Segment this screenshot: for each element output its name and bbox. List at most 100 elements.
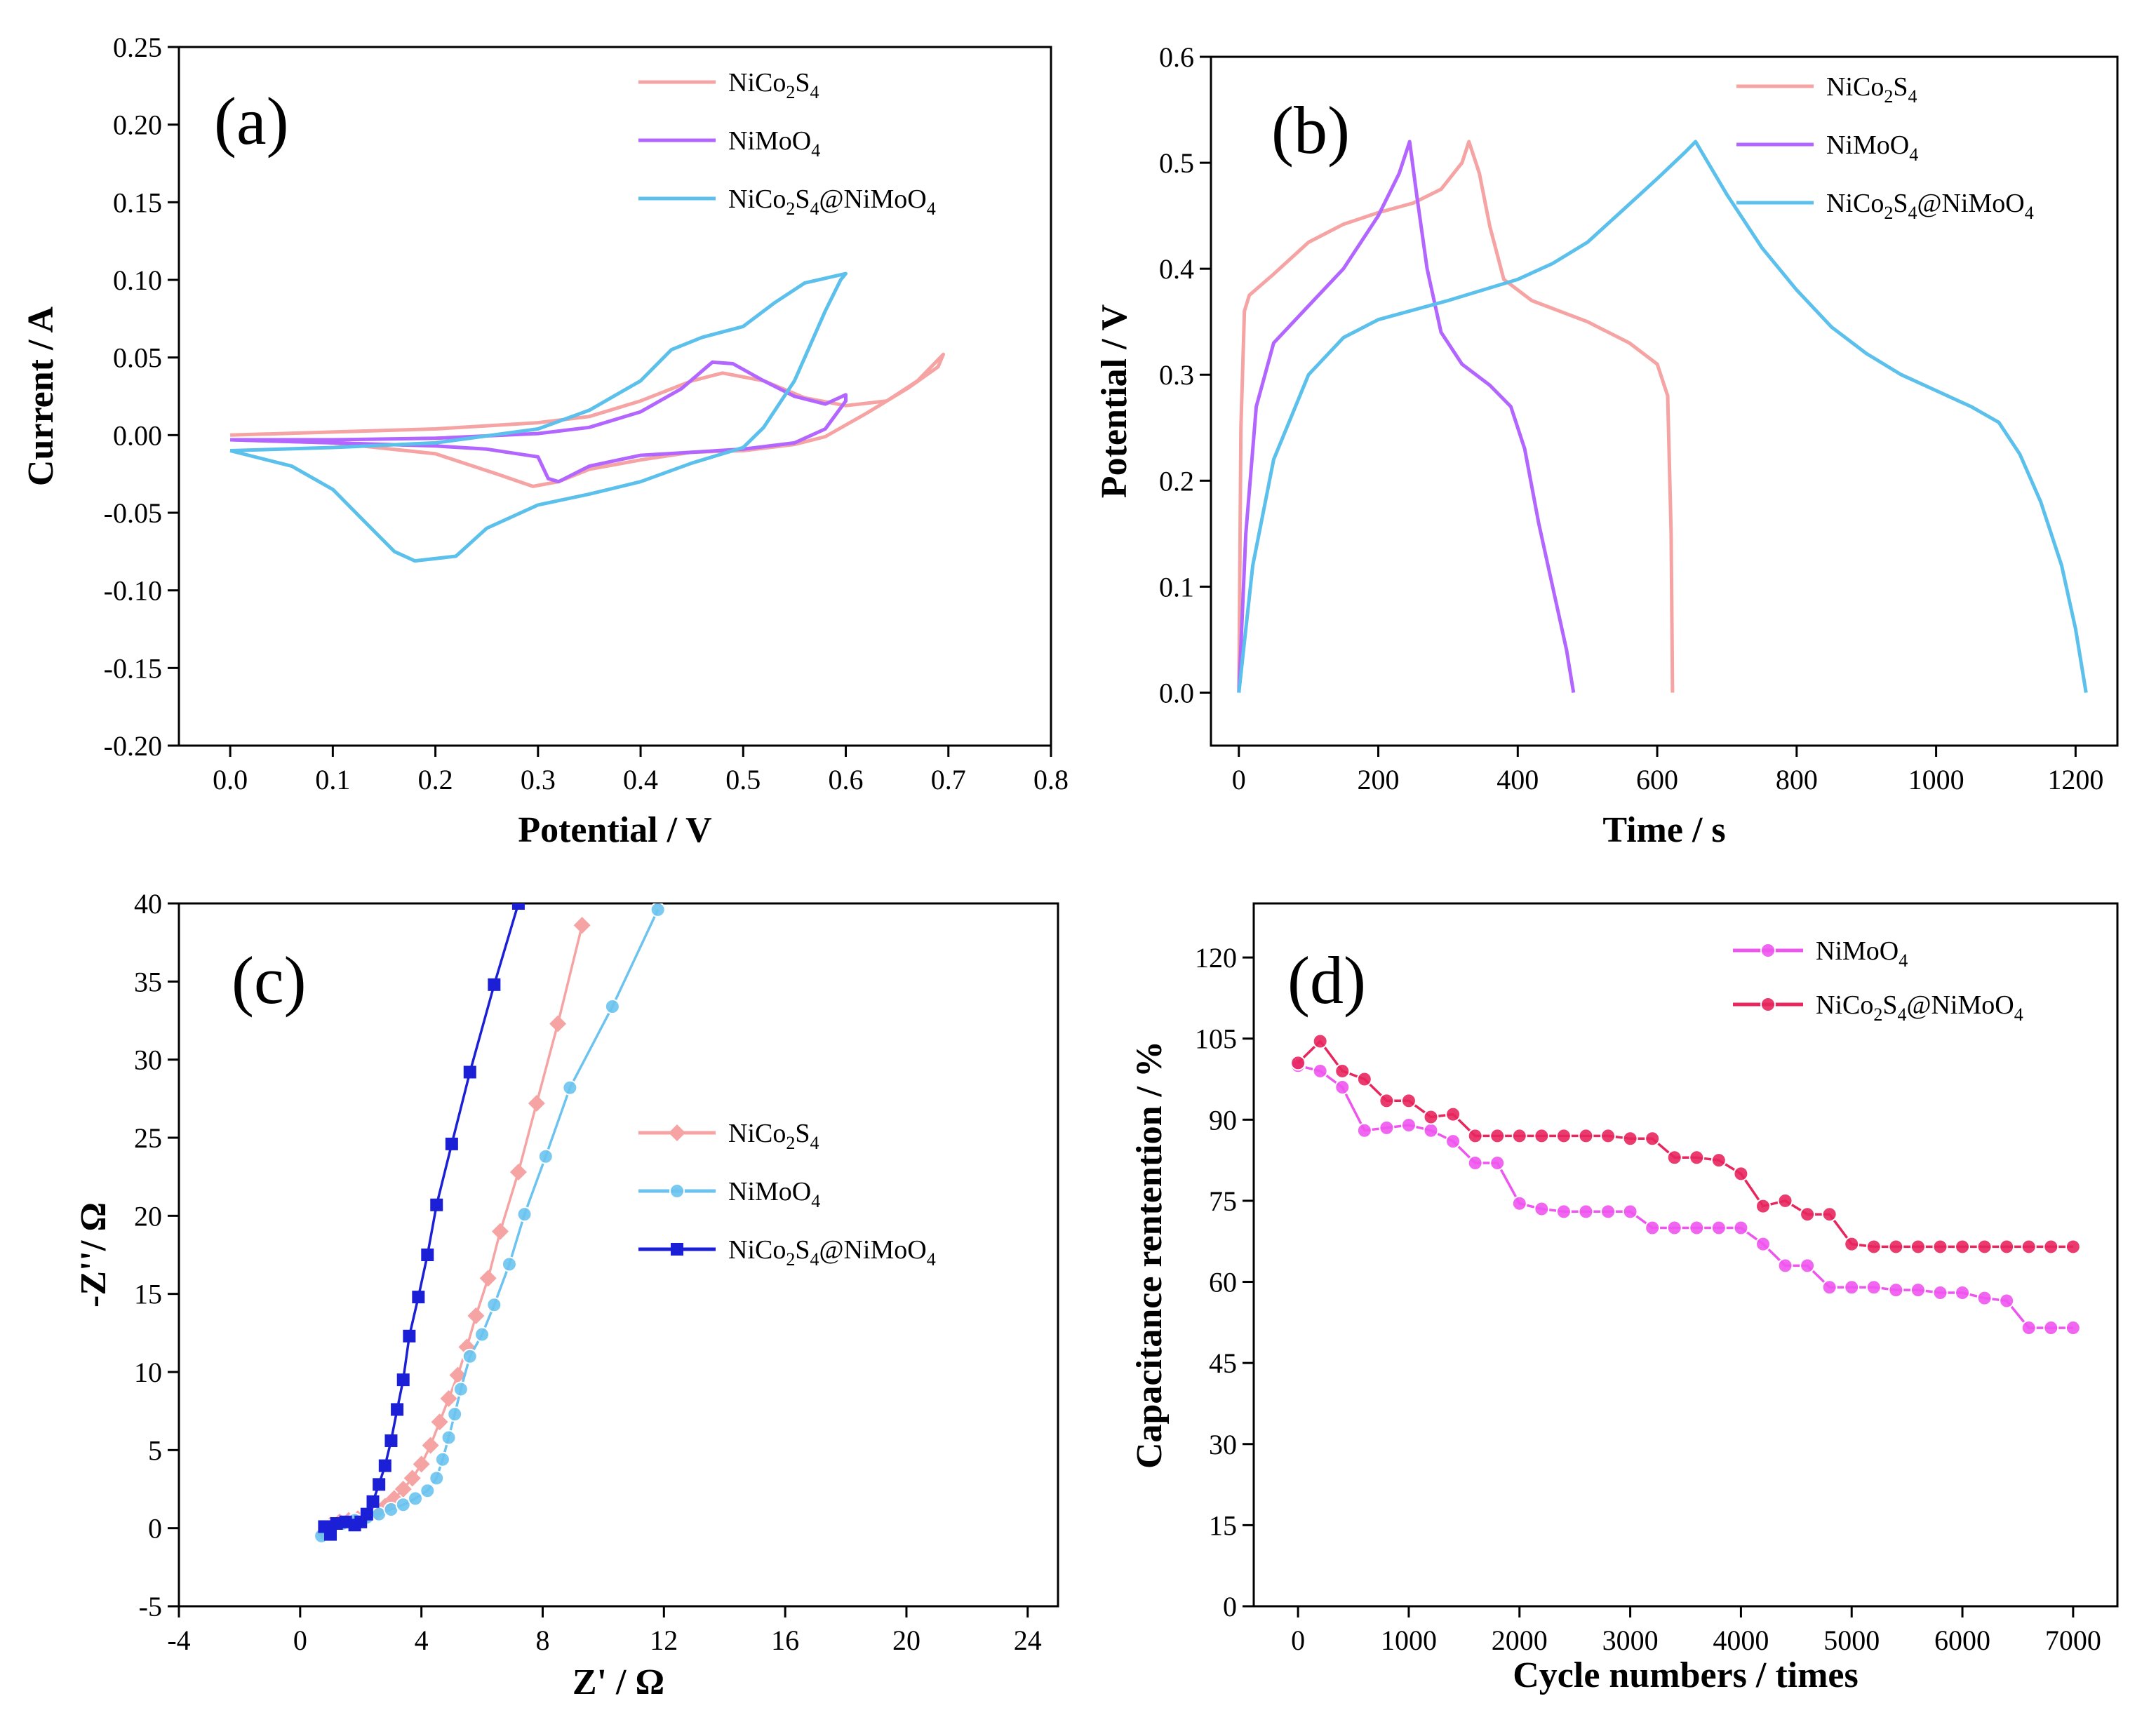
data-point [1999, 1293, 2015, 1309]
x-tick-label: 0 [293, 1625, 307, 1656]
series-line [1237, 140, 1675, 693]
y-tick-label: 0.15 [113, 187, 162, 218]
x-tick-label: 0.4 [623, 764, 658, 795]
data-point [449, 1366, 467, 1384]
series-NiMoO4 [230, 360, 848, 484]
data-point [528, 1095, 545, 1112]
legend-label: NiCo2S4 [1826, 72, 1917, 107]
x-tick-label: 800 [1776, 764, 1818, 795]
series-NiCo2S4 [1237, 140, 1675, 693]
data-point [1866, 1279, 1882, 1296]
x-axis-label: Z' / Ω [573, 1662, 664, 1702]
data-point [1334, 1079, 1351, 1096]
legend-label-part: NiMoO [1816, 936, 1899, 966]
data-point [1910, 1282, 1926, 1298]
series-line [1237, 140, 2088, 693]
data-point [324, 1528, 337, 1541]
data-point [434, 1451, 450, 1467]
data-point [2021, 1320, 2037, 1336]
data-point [491, 1223, 509, 1240]
data-point [360, 1507, 373, 1521]
x-tick-label: 0.5 [725, 764, 761, 795]
data-point [430, 1198, 443, 1211]
data-point [1379, 1093, 1395, 1109]
y-tick-label: 0 [1223, 1591, 1237, 1622]
data-point [1645, 1220, 1661, 1236]
data-point [1622, 1131, 1638, 1147]
legend-subscript: 4 [1908, 86, 1917, 107]
x-tick-label: 8 [535, 1625, 549, 1656]
legend-subscript: 4 [927, 1249, 936, 1270]
x-tick-label: 24 [1014, 1625, 1042, 1656]
legend-entry: NiCo2S4 [638, 1119, 819, 1153]
x-tick-label: 400 [1497, 764, 1539, 795]
data-point [488, 978, 501, 991]
legend-entry: NiCo2S4 [1736, 72, 1917, 107]
y-tick-label: 0.5 [1159, 147, 1194, 179]
data-point [1689, 1220, 1705, 1236]
legend-marker [671, 1243, 683, 1256]
data-point [408, 1491, 424, 1507]
panel-b: 0 200 400 600 800 1000 1200 0.0 0.1 0.2 0.3 0.4 0.5 0… [1094, 41, 2119, 850]
legend-entry: NiCo2S4@NiMoO4 [1733, 990, 2023, 1025]
y-tick-label: 0.6 [1159, 41, 1194, 73]
data-point [1334, 1063, 1351, 1079]
y-tick-label: 0.3 [1159, 359, 1194, 391]
data-point [1400, 1117, 1417, 1134]
data-point [403, 1329, 416, 1343]
data-point [445, 1137, 458, 1150]
data-point [1622, 1204, 1638, 1220]
legend-label-part: S [1882, 990, 1897, 1020]
y-tick-label: 15 [134, 1279, 162, 1310]
y-tick-label: 0.10 [113, 264, 162, 296]
legend-label-part: @NiMoO [1907, 990, 2014, 1020]
legend-subscript: 4 [810, 1133, 819, 1153]
legend-label-part: S [795, 68, 810, 97]
data-point [474, 1326, 490, 1343]
legend-marker [1760, 943, 1776, 958]
data-point [509, 1163, 527, 1180]
y-axis-label: -Z''/ Ω [74, 1202, 114, 1307]
data-point [1955, 1284, 1971, 1300]
data-point [1844, 1279, 1860, 1296]
legend-subscript: 2 [1884, 86, 1893, 107]
data-point [1312, 1033, 1328, 1049]
data-point [1976, 1290, 1993, 1306]
x-tick-label: 1000 [1381, 1625, 1437, 1656]
legend-subscript: 4 [1899, 950, 1908, 971]
legend-label: NiCo2S4@NiMoO4 [1826, 189, 2034, 223]
x-tick-label: 0.1 [315, 764, 350, 795]
legend-label-part: NiCo [728, 68, 786, 97]
legend-label-part: @NiMoO [1917, 189, 2025, 218]
data-point [1666, 1150, 1682, 1166]
data-point [394, 1481, 412, 1498]
data-point [1555, 1128, 1572, 1144]
panel-letter: (c) [232, 943, 307, 1018]
data-point [1777, 1192, 1793, 1209]
data-point [2021, 1239, 2037, 1255]
legend-label-part: NiCo [1816, 990, 1873, 1020]
data-point [2065, 1320, 2081, 1336]
y-tick-label: 90 [1209, 1104, 1237, 1136]
plot-frame [1210, 55, 2119, 747]
panel-letter: (d) [1287, 943, 1366, 1018]
y-tick-label: 0.00 [113, 419, 162, 451]
legend-label-part: NiCo [728, 1119, 786, 1148]
y-tick-label: -0.15 [104, 652, 162, 684]
legend-label-part: S [795, 1119, 810, 1148]
data-point [1578, 1128, 1594, 1144]
legend-label-part: NiMoO [1826, 130, 1909, 160]
y-tick-label: 120 [1195, 942, 1237, 974]
data-point [1821, 1206, 1837, 1223]
y-tick-label: -0.05 [104, 497, 162, 529]
x-tick-label: 0 [1232, 764, 1246, 795]
data-point [549, 1015, 567, 1032]
data-point [1423, 1122, 1439, 1138]
legend-subscript: 4 [1908, 203, 1917, 223]
data-point [413, 1455, 430, 1473]
y-tick-label: -5 [139, 1591, 162, 1622]
x-tick-label: 12 [650, 1625, 678, 1656]
data-point [1932, 1284, 1948, 1300]
y-axis-label: Capacitance rentention / % [1130, 1041, 1170, 1469]
